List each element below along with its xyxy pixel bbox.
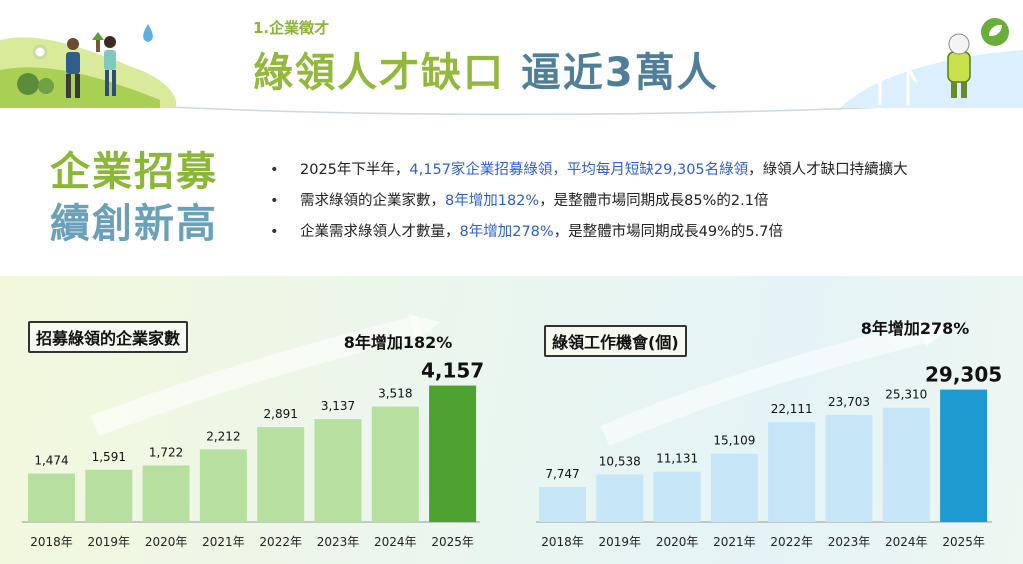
bullet-text: ，綠領人才缺口持續擴大 xyxy=(748,162,908,178)
bar-2019年 xyxy=(596,474,644,522)
data-label: 4,157 xyxy=(421,359,484,383)
page-title: 綠領人才缺口 逼近3萬人 xyxy=(253,40,719,98)
x-tick-label: 2025年 xyxy=(431,535,474,549)
bullet-text: ，是整體市場同期成長49%的5.7倍 xyxy=(553,224,783,240)
water-drop-icon xyxy=(143,24,153,42)
data-label: 2,212 xyxy=(206,429,240,443)
chart-company-count: 招募綠領的企業家數 8年增加182% 1,474 2018年 1,591 2019年 1… xyxy=(0,276,500,564)
data-label: 2,891 xyxy=(264,407,298,421)
robot-mascot-icon xyxy=(947,33,971,98)
chart-left-svg: 8年增加182% 1,474 2018年 1,591 2019年 1,722 2020年 2… xyxy=(22,314,484,549)
data-label: 3,137 xyxy=(321,399,355,413)
bullet-item: 2025年下半年，4,157家企業招募綠領，平均每月短缺29,305名綠領，綠領… xyxy=(268,158,908,189)
side-heading-line1: 企業招募 xyxy=(50,149,218,195)
data-label: 1,591 xyxy=(92,450,126,464)
data-label: 15,109 xyxy=(713,434,755,448)
x-tick-label: 2022年 xyxy=(770,535,813,549)
data-label: 3,518 xyxy=(378,387,412,401)
bar-2021年 xyxy=(199,449,247,522)
growth-arrow-head xyxy=(408,314,440,342)
bar-2019年 xyxy=(85,469,133,522)
growth-arrow-icon xyxy=(91,315,423,437)
wind-turbine-icon xyxy=(857,39,920,105)
page-title-part1: 綠領人才缺口 xyxy=(253,50,505,96)
x-tick-label: 2019年 xyxy=(88,535,131,549)
bullet-item: 需求綠領的企業家數，8年增加182%，是整體市場同期成長85%的2.1倍 xyxy=(268,189,908,220)
x-tick-label: 2025年 xyxy=(942,535,985,549)
bar-2024年 xyxy=(882,407,930,522)
chart-title: 綠領工作機會(個) xyxy=(544,325,687,357)
bar-2018年 xyxy=(28,473,75,522)
chart-right-svg: 8年增加278% 7,747 2018年 10,538 2019年 11,131 2020… xyxy=(536,319,1002,549)
bar-2024年 xyxy=(371,406,419,522)
header-decoration xyxy=(0,18,1023,116)
x-tick-label: 2018年 xyxy=(30,535,73,549)
bullet-item: 企業需求綠領人才數量，8年增加278%，是整體市場同期成長49%的5.7倍 xyxy=(268,220,908,251)
x-tick-label: 2019年 xyxy=(599,535,642,549)
data-label: 7,747 xyxy=(545,467,579,481)
bullet-text: ，是整體市場同期成長85%的2.1倍 xyxy=(539,193,769,209)
chart-annotation: 8年增加278% xyxy=(861,319,970,338)
header: 1.企業徵才 綠領人才缺口 逼近3萬人 xyxy=(0,0,1023,118)
side-heading-line2: 續創新高 xyxy=(50,201,218,247)
data-label: 22,111 xyxy=(771,402,813,416)
data-label: 1,474 xyxy=(34,454,68,468)
bullet-text: 需求綠領的企業家數， xyxy=(300,193,445,209)
side-heading: 企業招募 續創新高 xyxy=(50,146,250,250)
chart-job-openings: 綠領工作機會(個) 8年增加278% 7,747 2018年 10,538 2019年… xyxy=(510,276,1023,564)
x-tick-label: 2022年 xyxy=(259,535,302,549)
x-tick-label: 2023年 xyxy=(317,535,360,549)
growth-arrow-icon xyxy=(600,320,933,447)
bar-2022年 xyxy=(257,427,305,522)
growth-arrow-head xyxy=(918,319,950,347)
bullet-list: 2025年下半年，4,157家企業招募綠領，平均每月短缺29,305名綠領，綠領… xyxy=(268,158,908,251)
chart-title: 招募綠領的企業家數 xyxy=(28,321,189,353)
bar-2020年 xyxy=(653,471,701,522)
x-tick-label: 2020年 xyxy=(145,535,188,549)
bullet-text: 2025年下半年， xyxy=(300,162,410,178)
data-label: 11,131 xyxy=(656,452,698,466)
x-tick-label: 2018年 xyxy=(541,535,584,549)
bullet-highlight: 8年增加278% xyxy=(459,224,554,240)
data-label: 23,703 xyxy=(828,395,870,409)
people-planting-icon xyxy=(0,32,177,109)
x-tick-label: 2023年 xyxy=(828,535,871,549)
x-tick-label: 2021年 xyxy=(713,535,756,549)
data-label: 10,538 xyxy=(599,454,641,468)
x-tick-label: 2021年 xyxy=(202,535,245,549)
data-label: 29,305 xyxy=(925,363,1002,387)
x-tick-label: 2020年 xyxy=(656,535,699,549)
bullet-highlight: 4,157家企業招募綠領，平均每月短缺29,305名綠領 xyxy=(409,162,749,178)
bar-2020年 xyxy=(142,465,190,522)
bar-2025年 xyxy=(940,389,988,522)
bar-2025年 xyxy=(429,385,477,522)
chart-annotation: 8年增加182% xyxy=(344,333,453,352)
x-tick-label: 2024年 xyxy=(374,535,417,549)
section-subtitle: 1.企業徵才 xyxy=(253,19,330,37)
bar-2023年 xyxy=(314,419,362,522)
bar-2021年 xyxy=(710,453,758,522)
bullet-highlight: 8年增加182% xyxy=(445,193,540,209)
bar-2023年 xyxy=(825,414,873,522)
bullet-text: 企業需求綠領人才數量， xyxy=(300,224,460,240)
data-label: 1,722 xyxy=(149,445,183,459)
x-tick-label: 2024年 xyxy=(885,535,928,549)
data-label: 25,310 xyxy=(885,388,927,402)
leaf-badge-icon xyxy=(981,18,1009,46)
page-title-part2: 逼近3萬人 xyxy=(520,50,719,96)
bar-2018年 xyxy=(539,487,586,522)
bar-2022年 xyxy=(768,422,816,522)
